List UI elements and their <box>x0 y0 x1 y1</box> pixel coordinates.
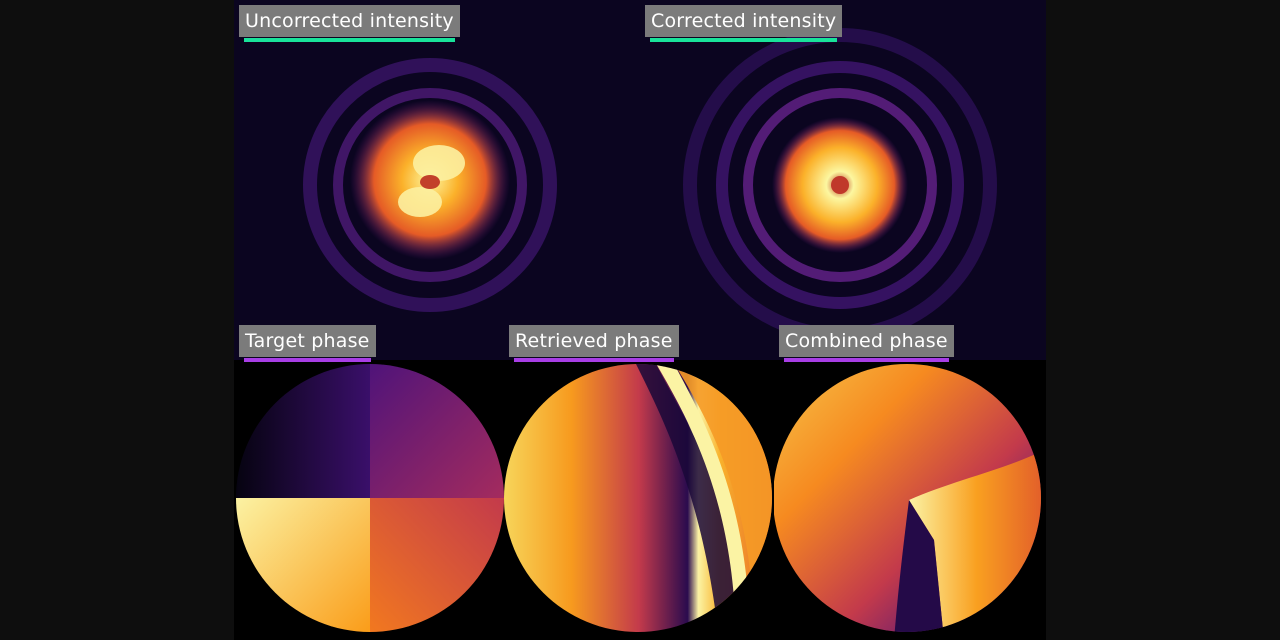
retrieved-phase-plot <box>504 364 772 632</box>
retrieved-phase-image: Retrieved phase <box>504 325 774 640</box>
retrieved-phase-label-text: Retrieved phase <box>515 330 673 352</box>
combined-phase-label-text: Combined phase <box>785 330 948 352</box>
target-phase-label-text: Target phase <box>245 330 370 352</box>
retrieved-phase-label: Retrieved phase <box>509 325 679 362</box>
uncorrected-intensity-label: Uncorrected intensity <box>239 5 460 42</box>
uncorrected-intensity-label-text: Uncorrected intensity <box>245 10 454 32</box>
combined-phase-image: Combined phase <box>774 325 1044 640</box>
target-phase-label: Target phase <box>239 325 376 362</box>
combined-phase-underline <box>784 358 949 362</box>
corrected-intensity-image: Corrected intensity <box>640 0 1046 360</box>
uncorrected-intensity-underline <box>244 38 455 42</box>
corrected-intensity-label: Corrected intensity <box>645 5 843 42</box>
target-phase-image: Target phase <box>234 325 504 640</box>
combined-phase-label: Combined phase <box>779 325 954 362</box>
retrieved-phase-underline <box>514 358 674 362</box>
uncorrected-intensity-image: Uncorrected intensity <box>234 0 640 360</box>
target-phase-underline <box>244 358 371 362</box>
uncorrected-intensity-plot <box>303 58 557 312</box>
corrected-intensity-label-text: Corrected intensity <box>651 10 837 32</box>
figure: Uncorrected intensity Corrected int <box>234 0 1046 640</box>
corrected-intensity-plot <box>683 28 997 342</box>
target-phase-plot <box>236 364 504 632</box>
corrected-intensity-underline <box>650 38 838 42</box>
combined-phase-plot <box>774 364 1041 632</box>
